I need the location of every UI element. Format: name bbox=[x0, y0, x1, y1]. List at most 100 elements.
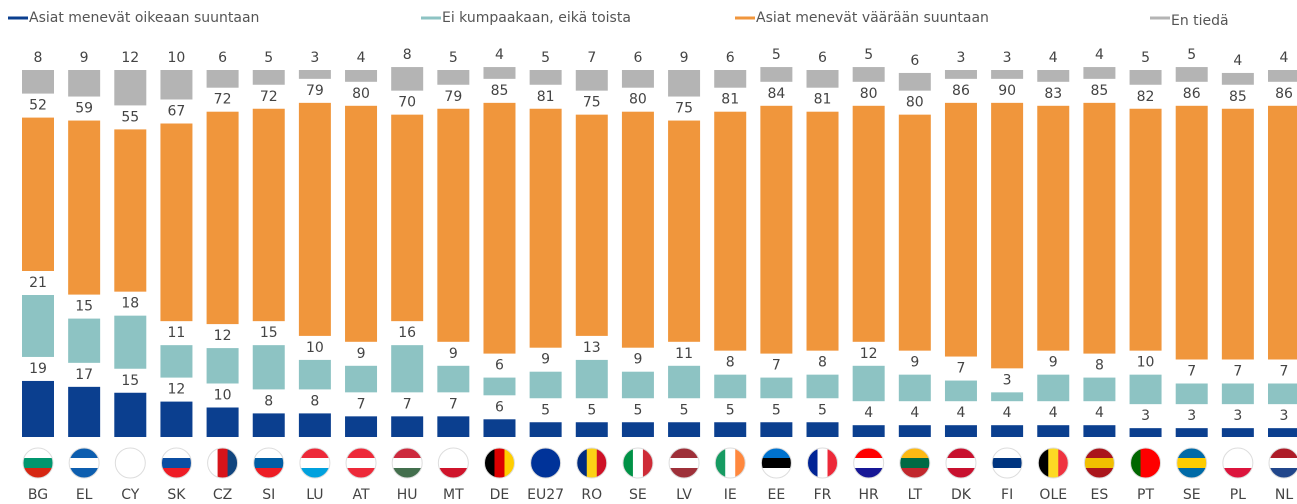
flag-stripe bbox=[669, 458, 700, 469]
value-label: 4 bbox=[357, 50, 366, 66]
bar-segment bbox=[1037, 70, 1070, 82]
value-label: 80 bbox=[906, 95, 924, 111]
bar-segment bbox=[345, 416, 378, 437]
flag-border bbox=[991, 447, 1023, 479]
bar-segment bbox=[898, 425, 931, 437]
bar-segment bbox=[206, 111, 239, 325]
value-label: 10 bbox=[168, 50, 186, 66]
bar-segment bbox=[68, 120, 101, 295]
value-label: 15 bbox=[75, 299, 93, 315]
value-label: 3 bbox=[1141, 408, 1150, 424]
flag-stripe bbox=[346, 468, 377, 478]
bar-segment bbox=[714, 422, 747, 437]
flag-stripe bbox=[161, 458, 192, 469]
value-label: 5 bbox=[772, 47, 781, 63]
value-label: 90 bbox=[998, 83, 1016, 99]
flag bbox=[715, 448, 746, 478]
flag-stripe bbox=[725, 448, 736, 478]
legend-label: Ei kumpaakaan, eikä toista bbox=[442, 10, 631, 26]
value-label: 79 bbox=[444, 89, 462, 105]
value-label: 9 bbox=[449, 346, 458, 362]
value-label: 5 bbox=[541, 50, 550, 66]
value-label: 3 bbox=[310, 50, 319, 66]
x-tick-label: LT bbox=[908, 487, 923, 503]
x-tick-label: AT bbox=[353, 487, 370, 503]
bar-segment bbox=[483, 419, 516, 437]
value-label: 8 bbox=[403, 47, 412, 63]
value-label: 82 bbox=[1137, 89, 1155, 105]
value-label: 5 bbox=[864, 47, 873, 63]
flag-stripe bbox=[530, 448, 542, 478]
bar-segment bbox=[114, 315, 147, 369]
value-label: 15 bbox=[121, 373, 139, 389]
x-tick-label: CY bbox=[121, 487, 140, 503]
bar-segment bbox=[529, 70, 562, 85]
flag-border bbox=[945, 447, 977, 479]
flag-stripe bbox=[115, 448, 146, 459]
bar-segment bbox=[991, 425, 1024, 437]
flag bbox=[484, 448, 515, 478]
flag bbox=[853, 448, 884, 478]
bar-segment bbox=[391, 416, 424, 437]
value-label: 8 bbox=[310, 393, 319, 409]
value-label: 19 bbox=[29, 361, 47, 377]
bar-segment bbox=[1175, 105, 1208, 360]
value-label: 7 bbox=[772, 358, 781, 374]
flag-stripe bbox=[207, 448, 219, 478]
flag-stripe bbox=[1140, 448, 1152, 478]
x-tick-label: PL bbox=[1230, 487, 1246, 503]
x-tick-label: EE bbox=[768, 487, 786, 503]
flag-stripe bbox=[227, 448, 238, 478]
bar-segment bbox=[806, 374, 839, 399]
bar-segment bbox=[668, 422, 701, 437]
flag-stripe bbox=[1058, 448, 1069, 478]
bar-segment bbox=[1268, 105, 1297, 360]
bar-segment bbox=[668, 70, 701, 97]
flag-stripe bbox=[1150, 448, 1161, 478]
value-label: 5 bbox=[680, 402, 689, 418]
flag-border bbox=[853, 447, 885, 479]
bar-segment bbox=[1129, 108, 1162, 351]
flag-stripe bbox=[1222, 458, 1253, 469]
x-tick-label: SE bbox=[629, 487, 647, 503]
flag-stripe bbox=[1130, 448, 1142, 478]
flag-border bbox=[622, 447, 654, 479]
flag bbox=[899, 448, 930, 478]
flag-stripe bbox=[346, 458, 377, 469]
bar-segment bbox=[1083, 377, 1116, 402]
flag-border bbox=[1130, 447, 1162, 479]
flag-stripe bbox=[253, 458, 284, 469]
flag-border bbox=[1222, 447, 1254, 479]
flag-stripe bbox=[161, 448, 192, 459]
value-label: 81 bbox=[814, 92, 832, 108]
flag-border bbox=[1176, 447, 1208, 479]
value-label: 6 bbox=[818, 50, 827, 66]
value-label: 7 bbox=[1280, 364, 1289, 380]
bar-segment bbox=[991, 392, 1024, 402]
flag bbox=[1176, 448, 1207, 478]
bar-segment bbox=[806, 422, 839, 437]
value-label: 83 bbox=[1044, 86, 1062, 102]
bar-segment bbox=[898, 114, 931, 351]
value-label: 3 bbox=[1003, 50, 1012, 66]
bar-segment bbox=[391, 114, 424, 322]
bar-segment bbox=[22, 295, 54, 357]
value-label: 79 bbox=[306, 83, 324, 99]
value-label: 4 bbox=[1233, 53, 1242, 69]
value-label: 86 bbox=[952, 83, 970, 99]
bar-segment bbox=[160, 401, 193, 437]
bar-segment bbox=[160, 70, 193, 100]
value-label: 9 bbox=[357, 346, 366, 362]
bar-segment bbox=[575, 70, 608, 91]
value-label: 7 bbox=[449, 396, 458, 412]
value-label: 10 bbox=[306, 340, 324, 356]
value-label: 10 bbox=[214, 388, 232, 404]
flag-stripe bbox=[69, 448, 100, 459]
x-tick-label: PT bbox=[1137, 487, 1154, 503]
value-label: 85 bbox=[491, 83, 509, 99]
flag-stripe bbox=[715, 448, 726, 478]
bar-segment bbox=[852, 67, 885, 82]
bar-segment bbox=[1083, 102, 1116, 354]
value-label: 81 bbox=[721, 92, 739, 108]
